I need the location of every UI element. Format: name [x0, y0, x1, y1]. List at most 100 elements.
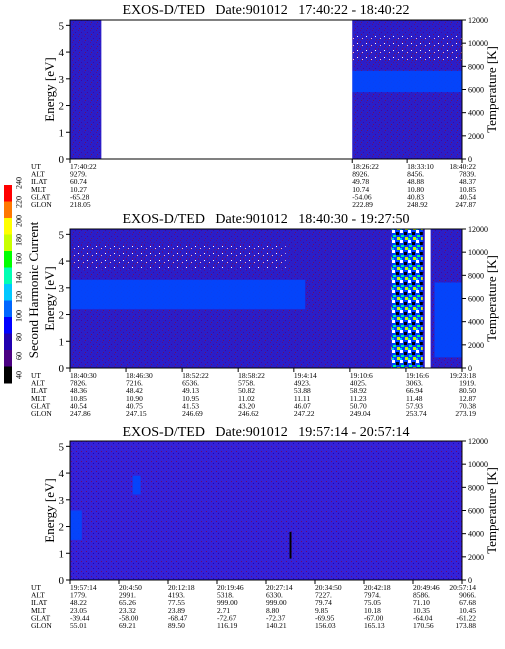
ephemeris-value: 19:23:18: [449, 371, 476, 380]
y2-tick-label: 6000: [468, 507, 484, 516]
colorbar-tick-label: 140: [15, 272, 24, 284]
y2-tick-label: 12000: [468, 225, 488, 234]
y-tick-label: 5: [59, 229, 65, 241]
ephemeris-row-label: MLT: [31, 185, 47, 194]
ephemeris-value: 999.00: [217, 598, 238, 607]
colorbar-segment: [4, 350, 12, 367]
ephemeris-value: 140.21: [266, 621, 287, 630]
ephemeris-value: 9066.: [459, 591, 476, 600]
ephemeris-value: 165.13: [364, 621, 385, 630]
y-tick-label: 5: [59, 441, 65, 453]
ephemeris-value: 43.20: [238, 401, 255, 410]
ephemeris-value: -64.04: [413, 613, 433, 622]
ephemeris-value: 246.62: [238, 409, 259, 418]
ephemeris-value: 273.19: [455, 409, 476, 418]
colorbar-tick-label: 100: [15, 310, 24, 322]
ephemeris-value: -72.37: [266, 613, 286, 622]
ephemeris-row-label: ALT: [31, 379, 45, 388]
y2-axis-label: Temperature [K]: [484, 46, 499, 133]
ephemeris-row-label: ILAT: [31, 177, 48, 186]
ephemeris-value: 18:52:22: [182, 371, 209, 380]
y-tick-label: 2: [59, 522, 65, 534]
panel-title: EXOS-D/TED Date:901012 18:40:30 - 19:27:…: [123, 212, 410, 227]
colorbar-segment: [4, 267, 12, 285]
y-tick-label: 3: [59, 283, 65, 295]
ephemeris-value: 19:10:6: [350, 371, 373, 380]
ephemeris-row-label: GLON: [31, 409, 52, 418]
ephemeris-value: 89.50: [168, 621, 185, 630]
ephemeris-value: 3063.: [406, 379, 423, 388]
ephemeris-value: 218.05: [70, 200, 91, 209]
ephemeris-value: 53.88: [294, 386, 311, 395]
y2-tick-label: 2000: [468, 553, 484, 562]
ephemeris-value: 18:46:30: [126, 371, 153, 380]
ephemeris-row-label: ALT: [31, 591, 45, 600]
ephemeris-value: 222.89: [352, 200, 373, 209]
ephemeris-value: 23.32: [119, 606, 136, 615]
colorbar-label: Second Harmonic Current: [26, 221, 41, 358]
ephemeris-value: 11.23: [350, 394, 367, 403]
y-tick-label: 5: [59, 20, 65, 32]
colorbar-tick-label: 200: [15, 215, 24, 227]
ephemeris-value: -54.06: [352, 192, 372, 201]
ephemeris-value: 20:57:14: [449, 583, 476, 592]
ephemeris-value: 999.00: [266, 598, 287, 607]
ephemeris-row-label: MLT: [31, 394, 47, 403]
ephemeris-value: 20:49:46: [413, 583, 440, 592]
ephemeris-value: 75.05: [364, 598, 381, 607]
y-axis-label: Energy [eV]: [42, 57, 57, 121]
y-tick-label: 2: [59, 310, 65, 322]
ephemeris-value: 18:26:22: [352, 162, 379, 171]
spectrogram-band: [132, 475, 141, 495]
ephemeris-row-label: UT: [31, 162, 41, 171]
ephemeris-value: -68.47: [168, 613, 188, 622]
ephemeris-row-label: ILAT: [31, 386, 48, 395]
ephemeris-value: 50.82: [238, 386, 255, 395]
spectrogram-band: [434, 282, 462, 358]
y2-tick-label: 0: [468, 364, 472, 373]
ephemeris-value: 10.27: [70, 185, 87, 194]
ephemeris-value: 7826.: [70, 379, 87, 388]
y2-tick-label: 4000: [468, 109, 484, 118]
ephemeris-row-label: MLT: [31, 606, 47, 615]
ephemeris-value: 4025.: [350, 379, 367, 388]
ephemeris-value: 8586.: [413, 591, 430, 600]
ephemeris-value: 58.92: [350, 386, 367, 395]
y-tick-label: 4: [59, 468, 65, 480]
ephemeris-value: -72.67: [217, 613, 237, 622]
ephemeris-value: 249.04: [350, 409, 371, 418]
ephemeris-value: 60.74: [70, 177, 87, 186]
ephemeris-value: 10.35: [413, 606, 430, 615]
ephemeris-value: 173.88: [455, 621, 476, 630]
ephemeris-value: 8456.: [407, 170, 424, 179]
ephemeris-row-label: ALT: [31, 170, 45, 179]
ephemeris-value: 18:33:10: [407, 162, 434, 171]
ephemeris-row-label: UT: [31, 371, 41, 380]
y-tick-label: 3: [59, 74, 65, 86]
ephemeris-value: 5758.: [238, 379, 255, 388]
ephemeris-value: 48.88: [407, 177, 424, 186]
y-axis-label: Energy [eV]: [42, 266, 57, 330]
colorbar-segment: [4, 284, 12, 301]
ephemeris-row-label: GLON: [31, 621, 52, 630]
y-tick-label: 2: [59, 101, 65, 113]
y-tick-label: 1: [59, 127, 65, 139]
ephemeris-value: 247.15: [126, 409, 147, 418]
ephemeris-value: 71.10: [413, 598, 430, 607]
ephemeris-value: 4193.: [168, 591, 185, 600]
ephemeris-value: 7216.: [126, 379, 143, 388]
ephemeris-value: 40.83: [407, 192, 424, 201]
ephemeris-value: -65.28: [70, 192, 90, 201]
colorbar-segment: [4, 201, 12, 219]
ephemeris-value: 9.85: [315, 606, 328, 615]
ephemeris-value: 23.05: [70, 606, 87, 615]
spectrogram-band: [289, 531, 292, 559]
ephemeris-value: 20:12:18: [168, 583, 195, 592]
ephemeris-value: 65.26: [119, 598, 136, 607]
y2-tick-label: 2000: [468, 341, 484, 350]
panel-title: EXOS-D/TED Date:901012 19:57:14 - 20:57:…: [123, 425, 410, 440]
ephemeris-value: 57.93: [406, 401, 423, 410]
ephemeris-row-label: GLON: [31, 200, 52, 209]
ephemeris-value: 40.54: [459, 192, 476, 201]
spectrogram-band: [70, 279, 306, 310]
